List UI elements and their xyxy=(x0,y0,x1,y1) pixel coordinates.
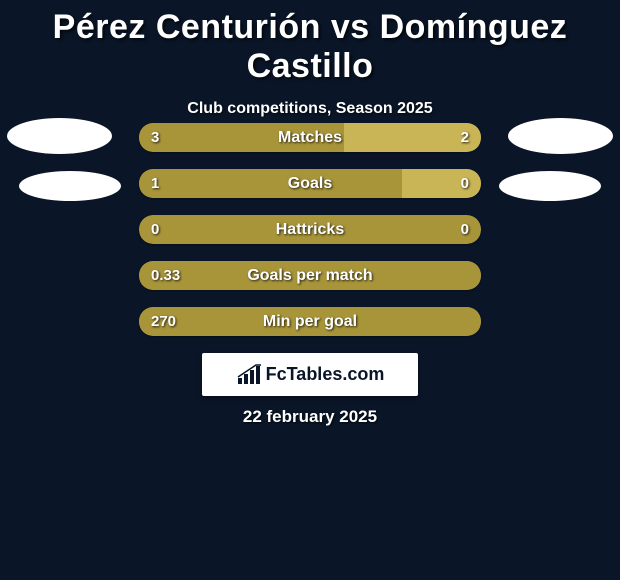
bar-row-matches: 3 Matches 2 xyxy=(139,123,481,152)
date-label: 22 february 2025 xyxy=(0,407,620,427)
bar-label: Min per goal xyxy=(139,307,481,336)
page-title: Pérez Centurión vs Domínguez Castillo xyxy=(0,0,620,86)
bar-label: Hattricks xyxy=(139,215,481,244)
bar-label: Matches xyxy=(139,123,481,152)
logo-text: FcTables.com xyxy=(266,364,385,385)
bar-row-hattricks: 0 Hattricks 0 xyxy=(139,215,481,244)
player-right-shape-2 xyxy=(499,171,601,201)
bar-label: Goals per match xyxy=(139,261,481,290)
bar-label: Goals xyxy=(139,169,481,198)
bar-row-goals-per-match: 0.33 Goals per match xyxy=(139,261,481,290)
bar-value-right: 2 xyxy=(461,123,469,152)
comparison-bars: 3 Matches 2 1 Goals 0 0 Hattricks 0 0.33… xyxy=(139,123,481,353)
subtitle: Club competitions, Season 2025 xyxy=(0,100,620,118)
bar-row-min-per-goal: 270 Min per goal xyxy=(139,307,481,336)
logo-box: FcTables.com xyxy=(202,353,418,396)
bar-row-goals: 1 Goals 0 xyxy=(139,169,481,198)
fctables-chart-icon xyxy=(236,364,262,386)
player-left-shape-2 xyxy=(19,171,121,201)
player-left-shape-1 xyxy=(7,118,112,154)
bar-value-right: 0 xyxy=(461,215,469,244)
bar-value-right: 0 xyxy=(461,169,469,198)
player-right-shape-1 xyxy=(508,118,613,154)
